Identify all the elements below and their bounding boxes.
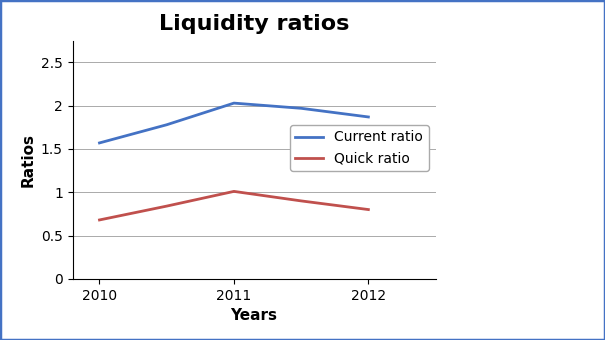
Current ratio (231, 101, 238, 105)
Current ratio (163, 123, 171, 127)
Y-axis label: Ratios: Ratios (21, 133, 35, 187)
Quick ratio (365, 207, 372, 211)
Line: Quick ratio: Quick ratio (99, 191, 368, 220)
Quick ratio (231, 189, 238, 193)
Quick ratio (163, 204, 171, 208)
Current ratio (298, 106, 305, 110)
Current ratio (365, 115, 372, 119)
Title: Liquidity ratios: Liquidity ratios (159, 14, 349, 34)
X-axis label: Years: Years (231, 308, 278, 323)
Quick ratio (298, 199, 305, 203)
Current ratio (96, 141, 103, 145)
Legend: Current ratio, Quick ratio: Current ratio, Quick ratio (290, 125, 429, 171)
Line: Current ratio: Current ratio (99, 103, 368, 143)
Quick ratio (96, 218, 103, 222)
